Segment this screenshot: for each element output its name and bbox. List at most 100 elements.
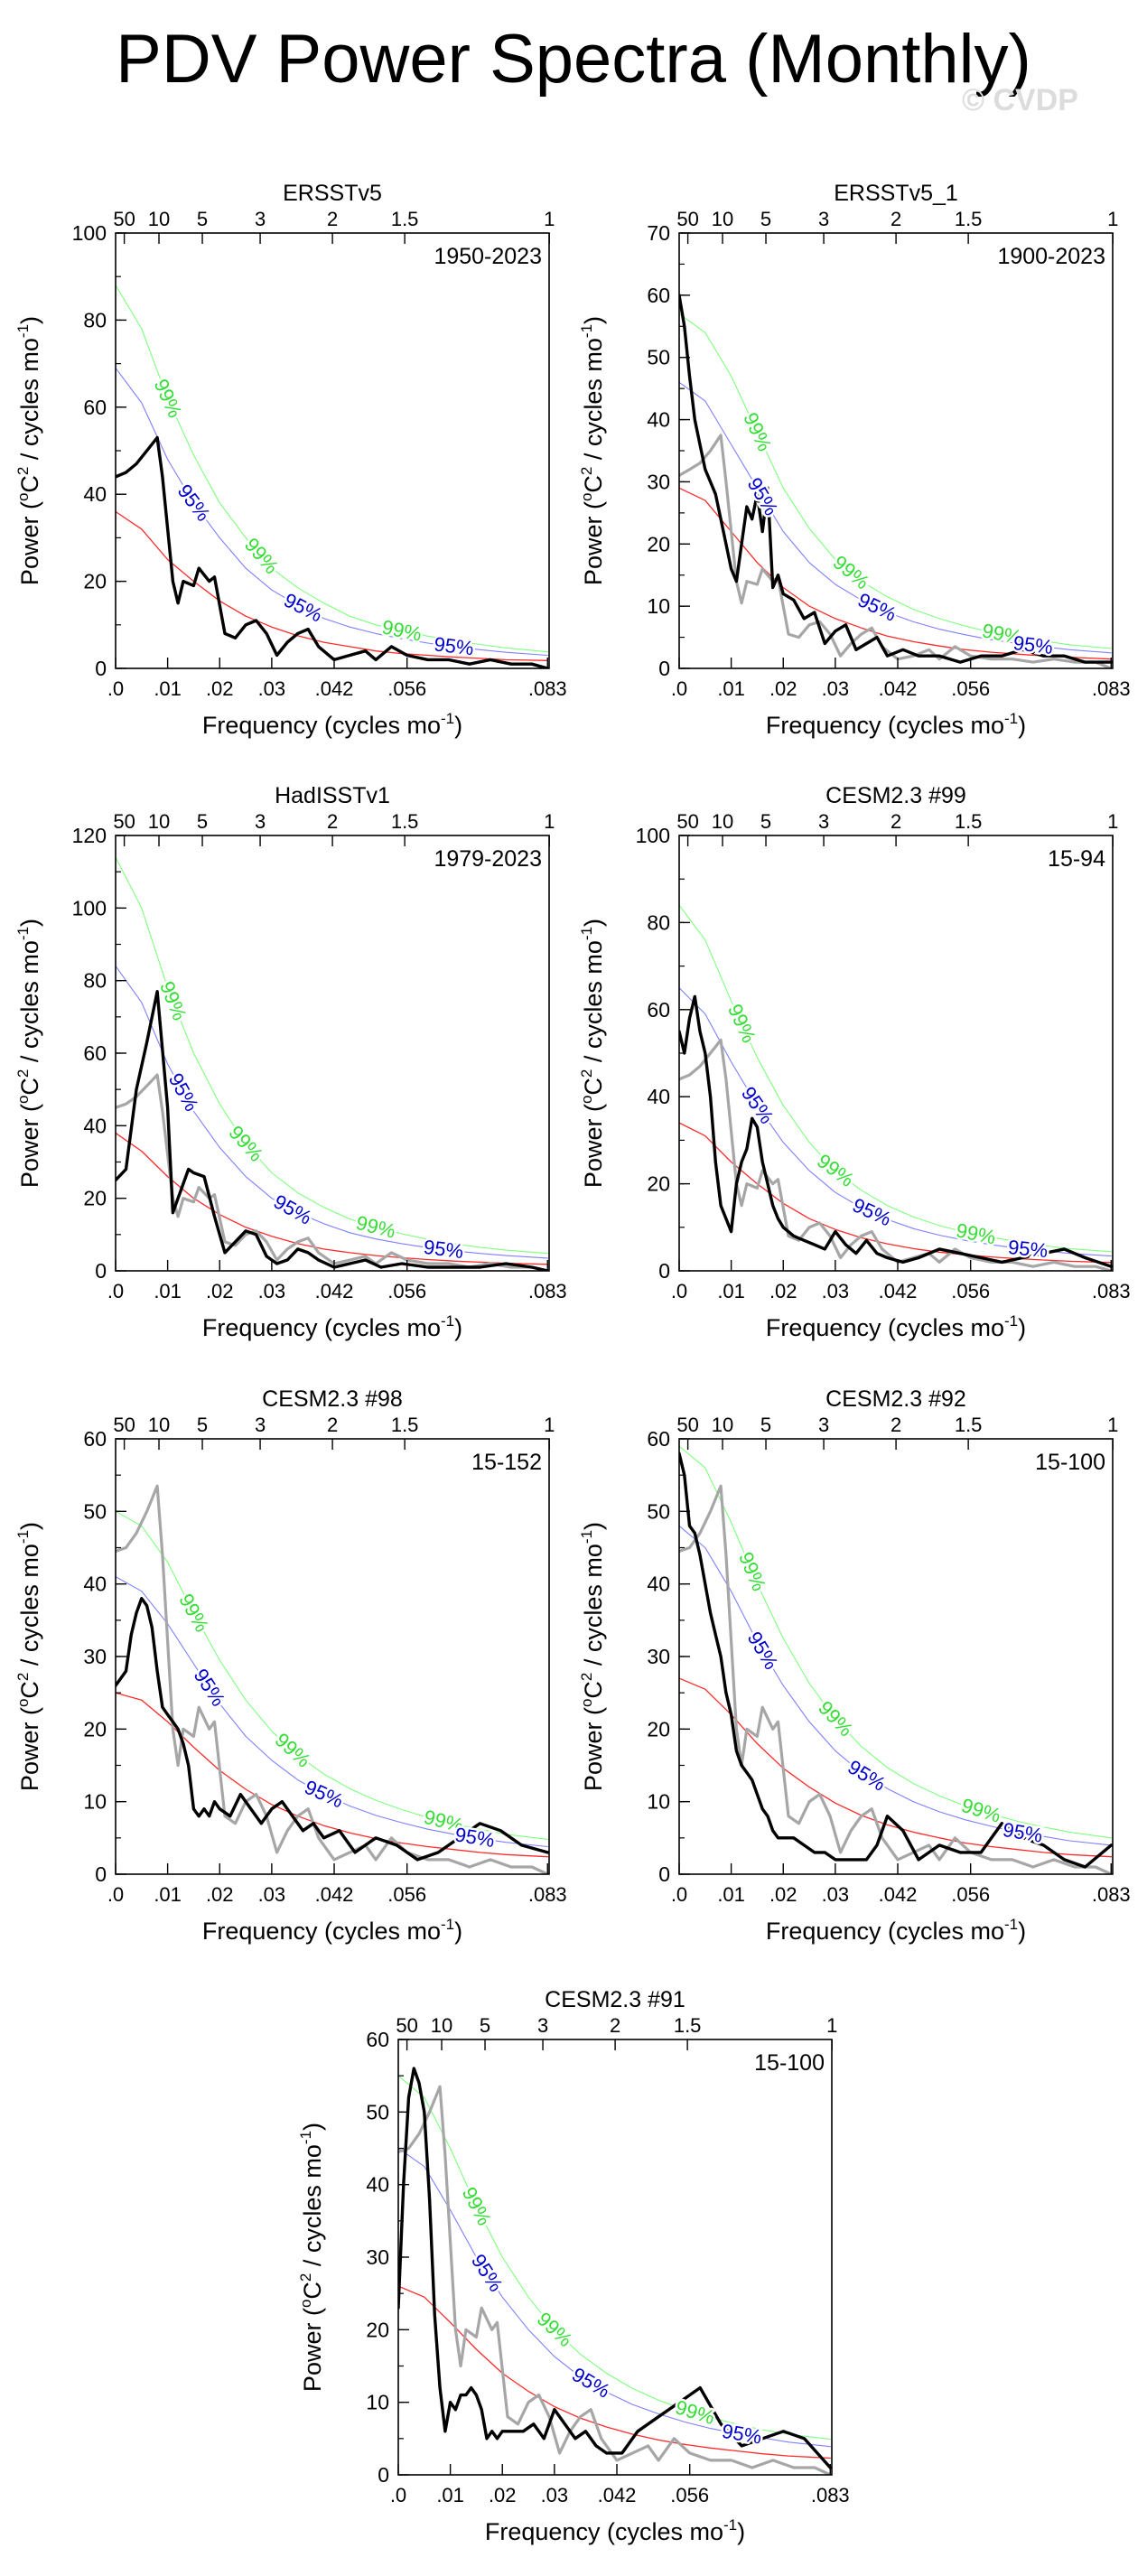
x-tick-label: .083 — [528, 1883, 567, 1906]
y-axis-label-degree: o — [578, 1699, 595, 1707]
y-axis-label-main: Power ( — [16, 501, 43, 585]
x-axis-label: Frequency (cycles mo-1) — [485, 2516, 745, 2545]
y-axis-label-exponent: -1 — [578, 927, 595, 940]
period-tick-label: 50 — [676, 1414, 698, 1436]
y-axis-label-close: ) — [580, 919, 607, 927]
confidence-99-line — [679, 1445, 1112, 1839]
period-tick-label: 50 — [396, 2014, 417, 2037]
y-axis-label: Power (oC2 / cycles mo-1) — [14, 919, 43, 1188]
confidence-99-label: 99% — [739, 409, 776, 454]
period-tick-label: 50 — [113, 1414, 135, 1436]
y-tick-label: 0 — [658, 657, 670, 680]
x-axis-label-main: Frequency (cycles mo — [202, 712, 441, 739]
x-tick-label: .0 — [390, 2484, 406, 2506]
x-tick-label: .02 — [206, 1883, 234, 1906]
confidence-99-line — [679, 313, 1112, 649]
x-tick-label: .0 — [107, 677, 124, 700]
x-axis-label-close: ) — [1018, 1314, 1026, 1341]
y-axis-label-degree: o — [578, 1096, 595, 1104]
x-tick-label: .01 — [154, 677, 182, 700]
y-axis-label-unit: C — [16, 475, 43, 493]
x-axis-label: Frequency (cycles mo-1) — [202, 710, 462, 739]
confidence-99-line — [398, 2075, 831, 2441]
observed-spectrum-line — [679, 1451, 1113, 1869]
y-axis-label-degree: o — [297, 2300, 314, 2308]
confidence-95-label: 95% — [423, 1236, 465, 1263]
confidence-95-line — [679, 381, 1112, 654]
x-axis-label-exponent: -1 — [441, 1312, 454, 1330]
period-tick-label: 3 — [255, 1414, 266, 1436]
period-tick-label: 1 — [544, 1414, 555, 1436]
red-noise-line — [679, 1677, 1112, 1858]
y-axis-label-exponent: -1 — [297, 2131, 314, 2144]
y-tick-label: 20 — [647, 1172, 670, 1196]
y-tick-label: 40 — [366, 2173, 389, 2197]
y-axis-label-exponent: 2 — [14, 1069, 32, 1078]
y-tick-label: 60 — [647, 998, 670, 1022]
y-axis-label-main: Power ( — [16, 1104, 43, 1188]
x-axis-label: Frequency (cycles mo-1) — [766, 1312, 1026, 1341]
period-tick-label: 1.5 — [391, 810, 419, 833]
x-axis-label-main: Frequency (cycles mo — [485, 2518, 723, 2545]
period-tick-label: 1 — [1107, 208, 1118, 230]
observed-spectrum-line — [398, 2067, 832, 2469]
confidence-99-label: 99% — [354, 1211, 398, 1243]
y-tick-label: 10 — [647, 594, 670, 618]
x-axis-label-close: ) — [454, 1918, 462, 1945]
x-axis-label-exponent: -1 — [723, 2516, 737, 2534]
y-tick-label: 50 — [647, 1499, 670, 1523]
y-tick-label: 60 — [83, 1041, 107, 1065]
y-tick-label: 20 — [83, 570, 107, 593]
y-axis-label: Power (oC2 / cycles mo-1) — [297, 2123, 326, 2392]
x-tick-label: .056 — [387, 677, 426, 700]
y-axis-label-denominator: / cycles mo — [16, 940, 43, 1069]
confidence-99-line — [116, 285, 548, 653]
y-axis-label-exponent: 2 — [578, 1069, 595, 1078]
observed-spectrum-line — [679, 294, 1113, 664]
y-axis-label-close: ) — [16, 1522, 43, 1530]
red-noise-line — [679, 1122, 1112, 1264]
period-tick-label: 1 — [544, 208, 555, 230]
period-tick-label: 1.5 — [391, 208, 419, 230]
spectrum-panel: 99%99%99%95%95%95%0102030405060.0.01.02.… — [14, 1386, 567, 1945]
y-axis-label-exponent: 2 — [14, 1673, 32, 1681]
y-axis-label-main: Power ( — [580, 501, 607, 585]
x-tick-label: .042 — [315, 1883, 354, 1906]
plot-frame — [678, 1438, 1114, 1875]
cvdp-watermark: © CVDP — [962, 83, 1078, 117]
confidence-95-label: 95% — [173, 480, 215, 525]
y-tick-label: 10 — [83, 1790, 107, 1814]
y-axis-label-denominator: / cycles mo — [16, 338, 43, 467]
x-tick-label: .0 — [671, 1280, 687, 1302]
x-tick-label: .01 — [154, 1883, 182, 1906]
y-axis-label-exponent: -1 — [14, 927, 32, 940]
y-tick-label: 60 — [366, 2028, 389, 2051]
confidence-95-line — [116, 367, 548, 657]
confidence-95-label: 95% — [433, 632, 475, 659]
period-tick-label: 50 — [113, 810, 135, 833]
y-tick-label: 20 — [83, 1187, 107, 1210]
period-tick-label: 5 — [197, 208, 208, 230]
y-axis-label-denominator: / cycles mo — [299, 2144, 326, 2273]
red-noise-line — [116, 510, 548, 661]
panel-period-label: 15-100 — [754, 2050, 825, 2076]
panel-period-label: 1979-2023 — [434, 846, 542, 872]
confidence-99-line — [679, 904, 1112, 1253]
period-tick-label: 1.5 — [674, 2014, 702, 2037]
period-tick-label: 2 — [891, 208, 901, 230]
y-axis-label-exponent: -1 — [578, 324, 595, 338]
panel-title: ERSSTv5_1 — [834, 181, 958, 206]
period-tick-label: 1 — [544, 810, 555, 833]
x-tick-label: .083 — [528, 677, 567, 700]
y-tick-label: 40 — [83, 482, 107, 506]
confidence-95-label: 95% — [721, 2420, 764, 2449]
reference-spectrum-line — [679, 434, 1113, 668]
y-tick-label: 30 — [83, 1645, 107, 1668]
period-tick-label: 10 — [712, 810, 733, 833]
y-axis-label-main: Power ( — [16, 1707, 43, 1791]
confidence-99-label: 99% — [829, 551, 874, 593]
y-axis-label-close: ) — [16, 919, 43, 927]
x-axis-label-main: Frequency (cycles mo — [202, 1314, 441, 1341]
period-tick-label: 1 — [826, 2014, 837, 2037]
